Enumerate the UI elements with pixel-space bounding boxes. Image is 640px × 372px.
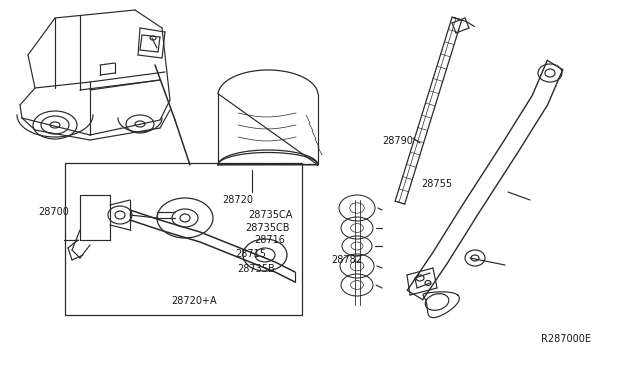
Text: 28720: 28720 [223, 195, 253, 205]
Text: 28716: 28716 [254, 235, 285, 245]
Text: 28735CA: 28735CA [248, 210, 292, 220]
Text: 28755: 28755 [421, 179, 452, 189]
Text: 28735B: 28735B [237, 264, 275, 273]
Text: 28782: 28782 [332, 256, 362, 265]
Text: 28700: 28700 [38, 207, 69, 217]
Text: 28720+A: 28720+A [172, 296, 217, 305]
Text: 28715: 28715 [236, 249, 266, 259]
Text: 28735CB: 28735CB [245, 223, 290, 232]
Text: 28790: 28790 [383, 136, 413, 145]
Text: R287000E: R287000E [541, 334, 591, 344]
FancyBboxPatch shape [65, 163, 302, 315]
